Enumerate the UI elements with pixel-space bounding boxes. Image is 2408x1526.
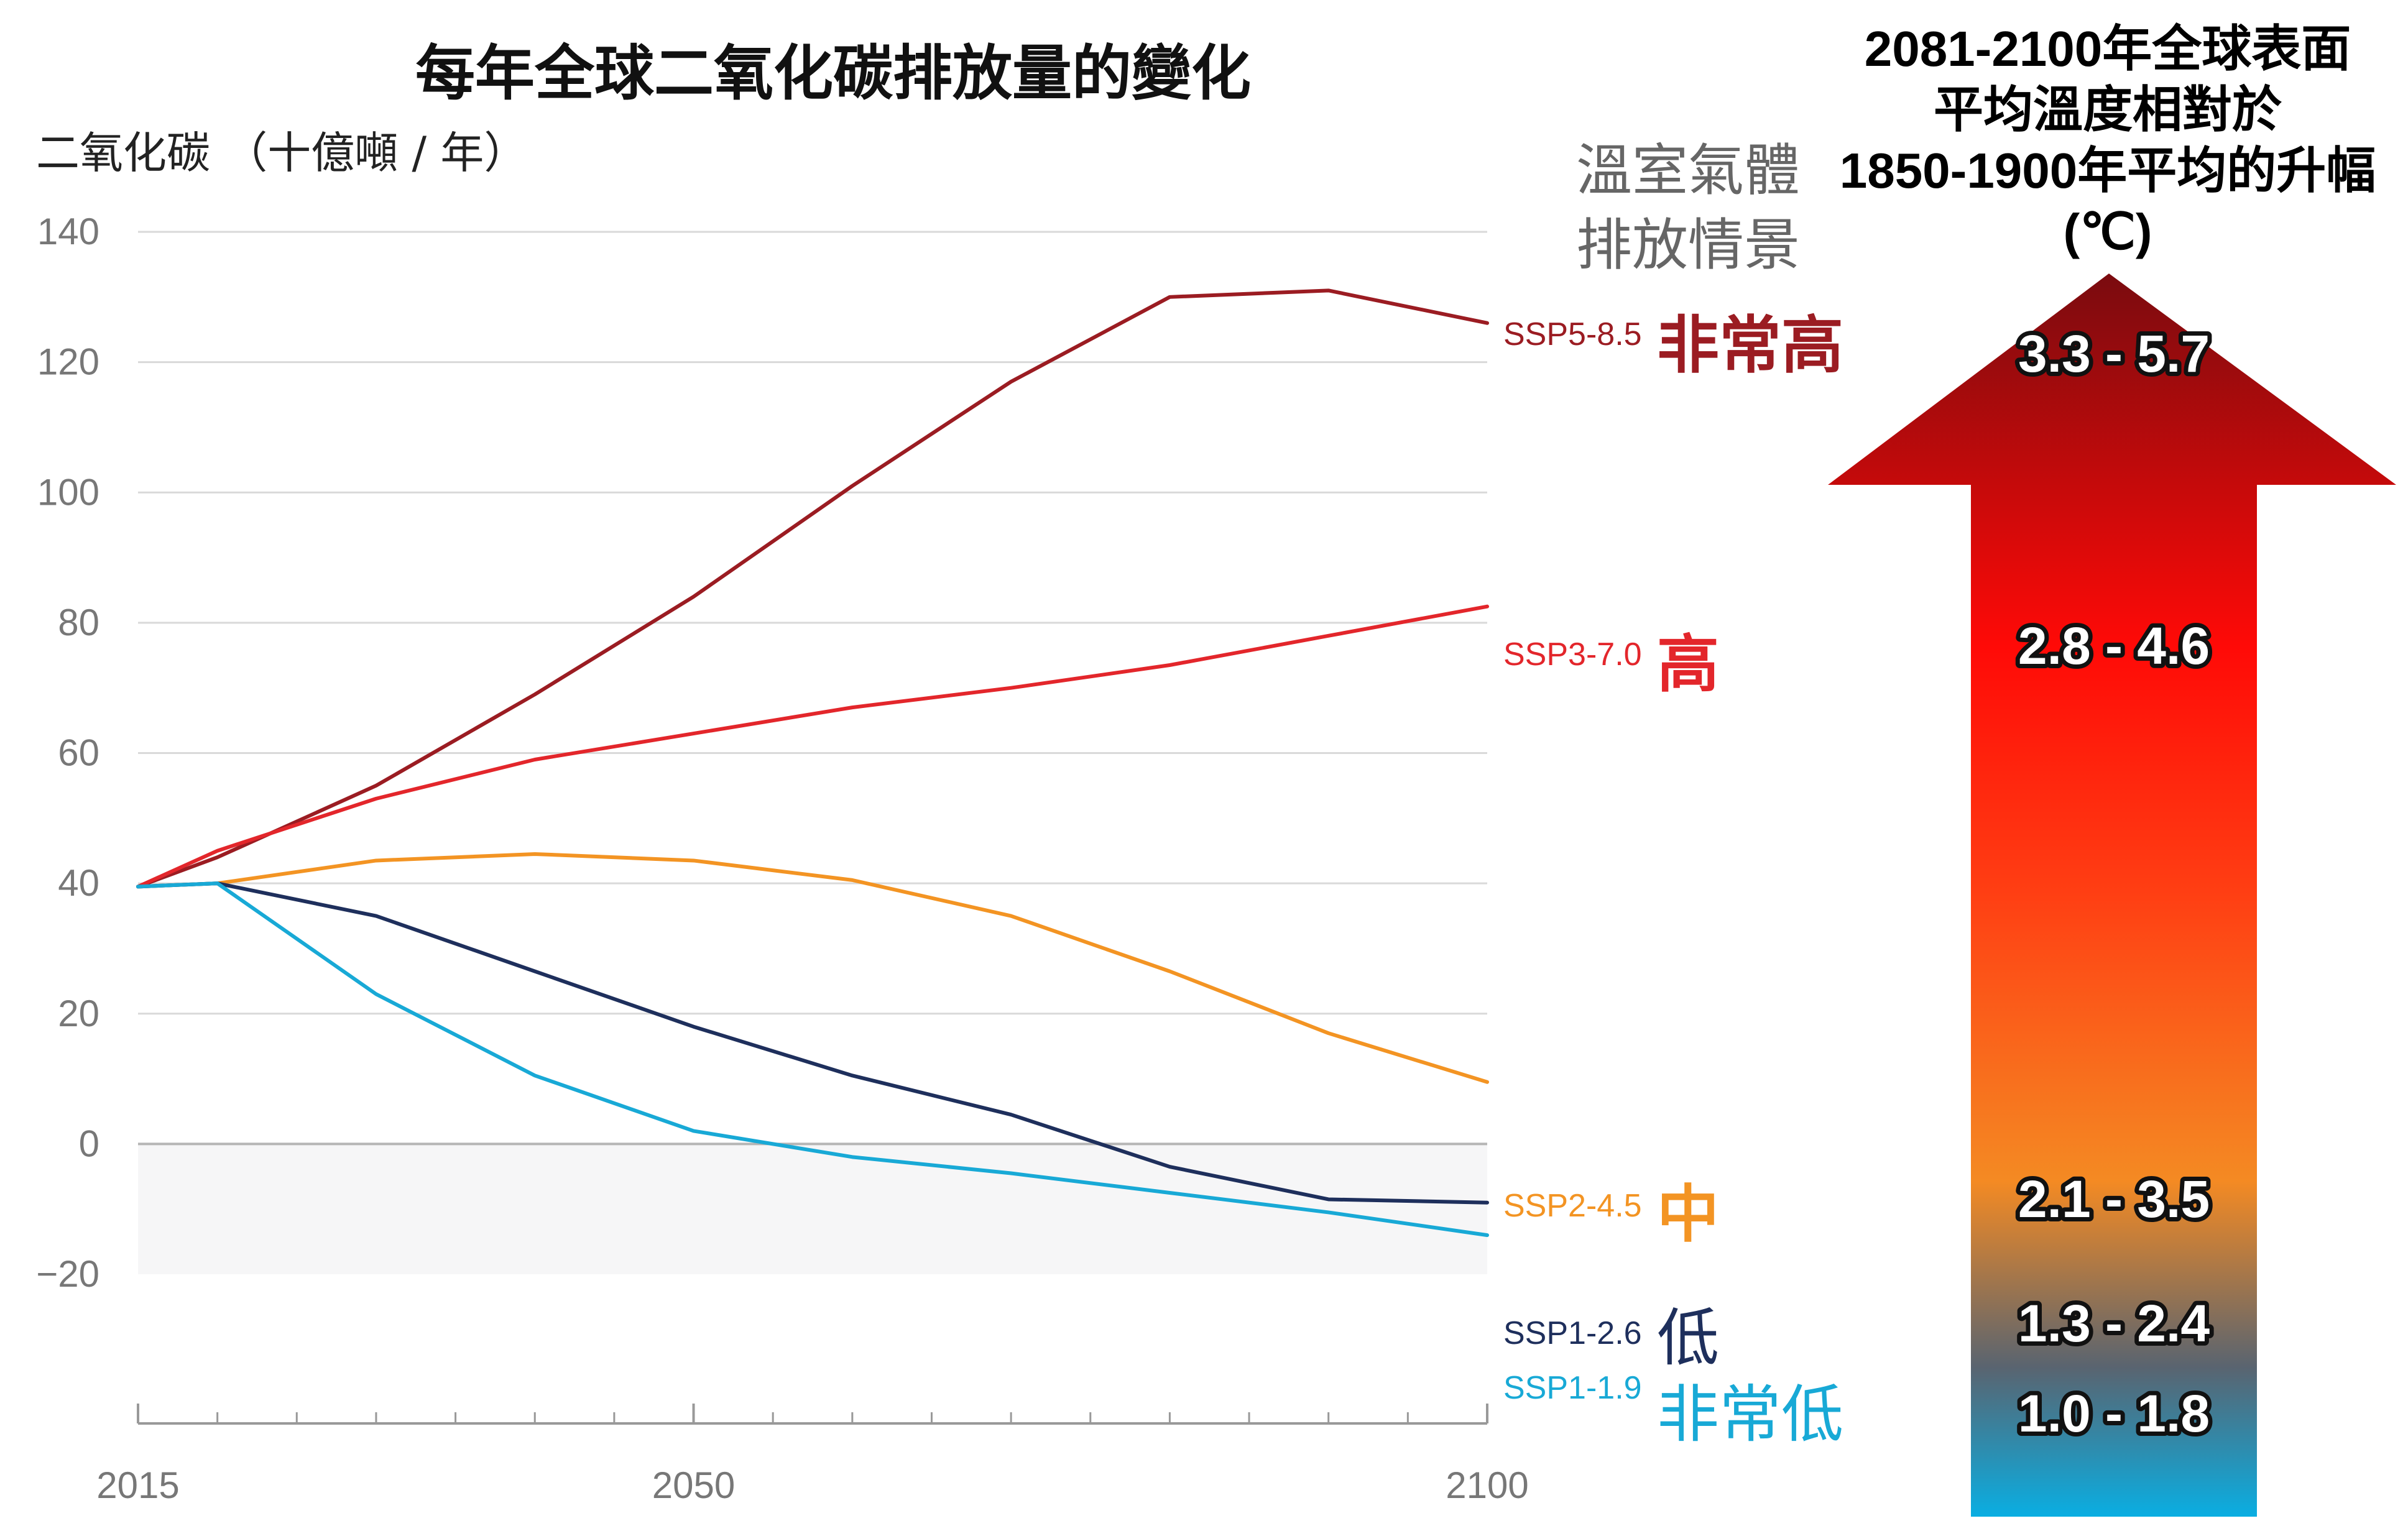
- temperature-range-label: 2.8 - 4.6: [2018, 617, 2210, 675]
- temperature-heading-line1: 2081-2100年全球表面: [1864, 21, 2351, 76]
- series-line-ssp1-2-6: [136, 881, 1489, 1205]
- emission-level-label: 高: [1657, 630, 1719, 699]
- y-tick-label: 80: [58, 602, 99, 643]
- series-end-label: SSP3-7.0 高: [1503, 630, 1719, 699]
- series-name-label: SSP5-8.5: [1503, 316, 1642, 352]
- y-tick-label: 100: [37, 471, 99, 513]
- scenario-heading: 溫室氣體 排放情景: [1551, 134, 1825, 283]
- y-axis-unit-label: 二氧化碳 （十億噸 / 年）: [36, 127, 528, 178]
- temperature-range-label: 1.0 - 1.8: [2018, 1384, 2210, 1443]
- scenario-heading-line1: 溫室氣體: [1576, 138, 1800, 203]
- series-name-label: SSP2-4.5: [1503, 1188, 1642, 1224]
- series-name-label: SSP3-7.0: [1503, 637, 1642, 673]
- temperature-heading-line4: (℃): [2063, 204, 2152, 259]
- x-tick-label: 2015: [96, 1464, 179, 1506]
- temperature-heading: 2081-2100年全球表面 平均溫度相對於 1850-1900年平均的升幅 (…: [1815, 19, 2400, 262]
- emission-level-label: 中: [1657, 1180, 1719, 1249]
- temperature-heading-line2: 平均溫度相對於: [1934, 82, 2282, 137]
- series-line-ssp5-8-5: [136, 288, 1489, 889]
- emission-level-label: 非常高: [1657, 311, 1843, 380]
- temperature-heading-line3: 1850-1900年平均的升幅: [1839, 143, 2376, 198]
- y-tick-label: 0: [79, 1123, 99, 1164]
- series-name-label: SSP1-1.9: [1503, 1370, 1642, 1406]
- temperature-range-label: 3.3 - 5.7: [2018, 324, 2210, 383]
- series-line-ssp2-4-5: [136, 852, 1489, 1084]
- x-tick-label: 2100: [1446, 1464, 1528, 1506]
- y-tick-label: 40: [58, 862, 99, 904]
- series-end-label: SSP1-1.9 非常低: [1503, 1370, 1843, 1450]
- series-end-label: SSP5-8.5 非常高: [1503, 311, 1843, 380]
- series-line-ssp3-7-0: [136, 604, 1489, 889]
- temperature-range-label: 1.3 - 2.4: [2018, 1294, 2210, 1353]
- negative-region-shading: [138, 1144, 1487, 1274]
- emission-level-label: 低: [1657, 1303, 1719, 1373]
- x-tick-label: 2050: [652, 1464, 735, 1506]
- series-end-label: SSP2-4.5 中: [1503, 1180, 1719, 1249]
- y-tick-label: 120: [37, 341, 99, 383]
- y-tick-label: 140: [37, 211, 99, 252]
- temperature-arrow: [1828, 273, 2396, 1517]
- y-tick-label: 60: [58, 732, 99, 774]
- y-tick-label: −20: [36, 1253, 99, 1295]
- series-line-ssp1-1-9: [136, 881, 1489, 1238]
- series-end-label: SSP1-2.6 低: [1503, 1303, 1719, 1373]
- scenario-heading-line2: 排放情景: [1576, 213, 1800, 278]
- emission-level-label: 非常低: [1657, 1380, 1843, 1450]
- series-name-label: SSP1-2.6: [1503, 1315, 1642, 1351]
- y-tick-label: 20: [58, 993, 99, 1034]
- chart-title: 每年全球二氧化碳排放量的變化: [415, 39, 1251, 108]
- temperature-range-label: 2.1 - 3.5: [2018, 1170, 2210, 1228]
